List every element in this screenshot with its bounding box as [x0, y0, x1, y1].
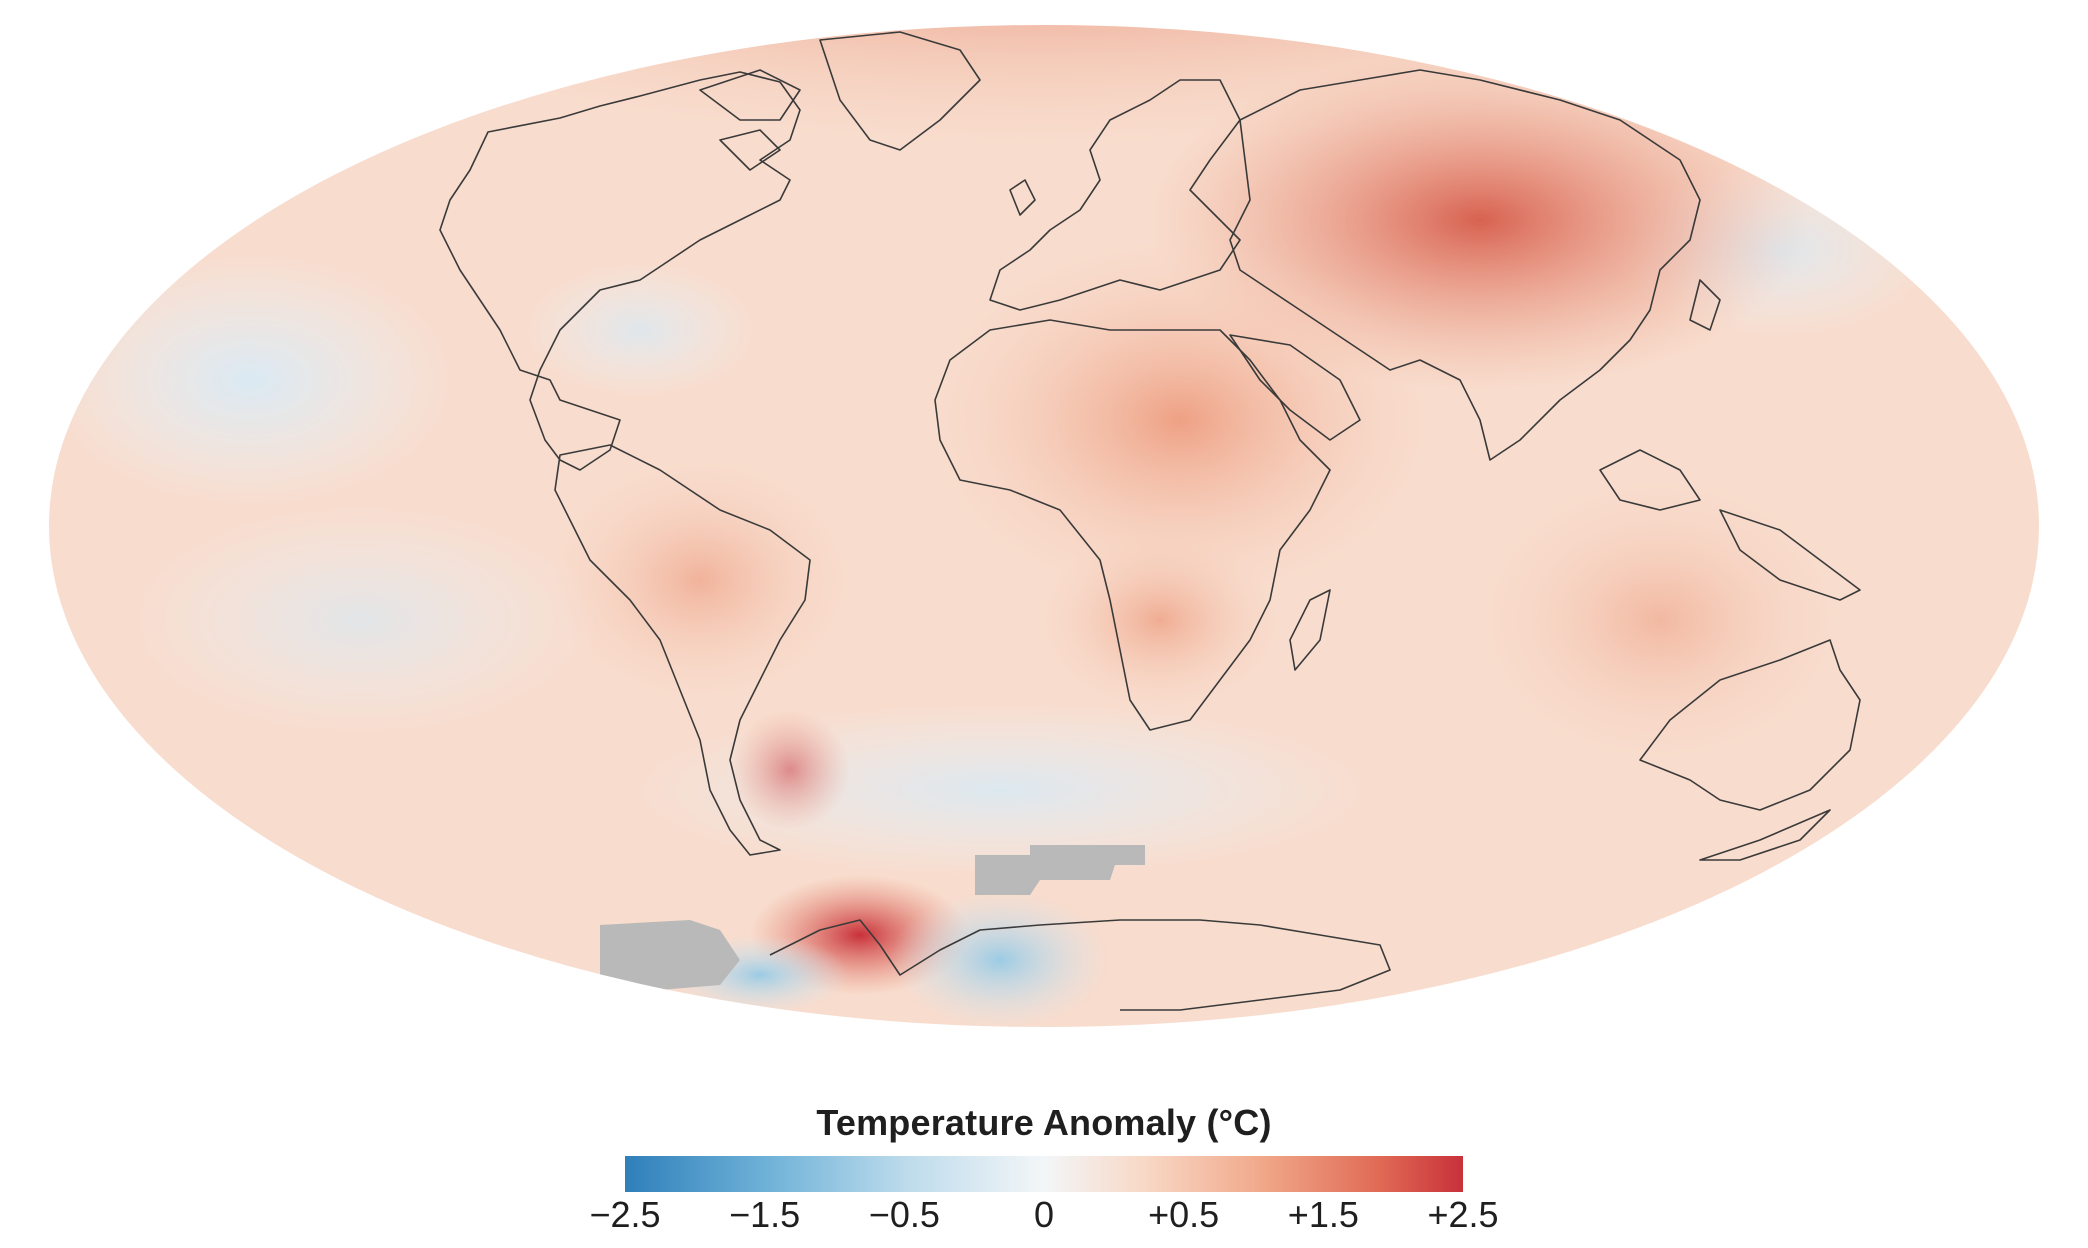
coastline-south-america [554, 444, 811, 856]
temperature-anomaly-map [47, 23, 2041, 1029]
coastline-madagascar [1289, 589, 1331, 671]
coastline-arctic-islands [699, 69, 801, 171]
cool-region [120, 500, 600, 740]
cool-region [520, 260, 760, 400]
coastline-africa [934, 319, 1331, 731]
coastline-greenland [819, 31, 981, 151]
south-america-warm-region [550, 460, 850, 700]
central-africa-warm-region [1040, 530, 1280, 710]
no-data-patch [975, 845, 1145, 895]
coastline-north-america [439, 71, 801, 471]
coastline-europe [989, 79, 1241, 311]
coastline-antarctica [769, 919, 1391, 1011]
coastline-southeast-asia [1599, 449, 1861, 601]
anomaly-field [48, 24, 2040, 1028]
legend-title: Temperature Anomaly (°C) [816, 1102, 1272, 1143]
colorbar-tick-label: −1.5 [729, 1194, 801, 1235]
coastline-british-isles [1009, 179, 1036, 216]
world-map [47, 23, 2041, 1029]
warm-streak [730, 710, 850, 830]
colorbar-tick-label: +0.5 [1148, 1194, 1220, 1235]
coastline-asia [1229, 69, 1701, 461]
colorbar [625, 1156, 1463, 1192]
colorbar-tick-label: 0 [1033, 1194, 1055, 1235]
coastlines [439, 31, 1861, 1011]
antarctic-cool-region [890, 890, 1110, 1028]
coastline-australia [1639, 639, 1861, 811]
africa-warm-region [930, 240, 1430, 600]
australia-warm-region [1480, 480, 1840, 760]
cool-region [48, 250, 460, 510]
colorbar-tick-label: +1.5 [1287, 1194, 1359, 1235]
coastline-japan [1689, 279, 1721, 331]
globe-edge [47, 23, 2041, 1029]
coastline-arabia [1229, 334, 1361, 441]
coastline-new-zealand [1699, 809, 1831, 861]
colorbar-tick-label: −0.5 [868, 1194, 940, 1235]
colorbar-tick-label: −2.5 [589, 1194, 661, 1235]
legend: Temperature Anomaly (°C) −2.5 −1.5 −0.5 0 +0… [0, 1090, 2088, 1240]
colorbar-tick-label: +2.5 [1427, 1194, 1499, 1235]
no-data-patch [600, 920, 740, 990]
